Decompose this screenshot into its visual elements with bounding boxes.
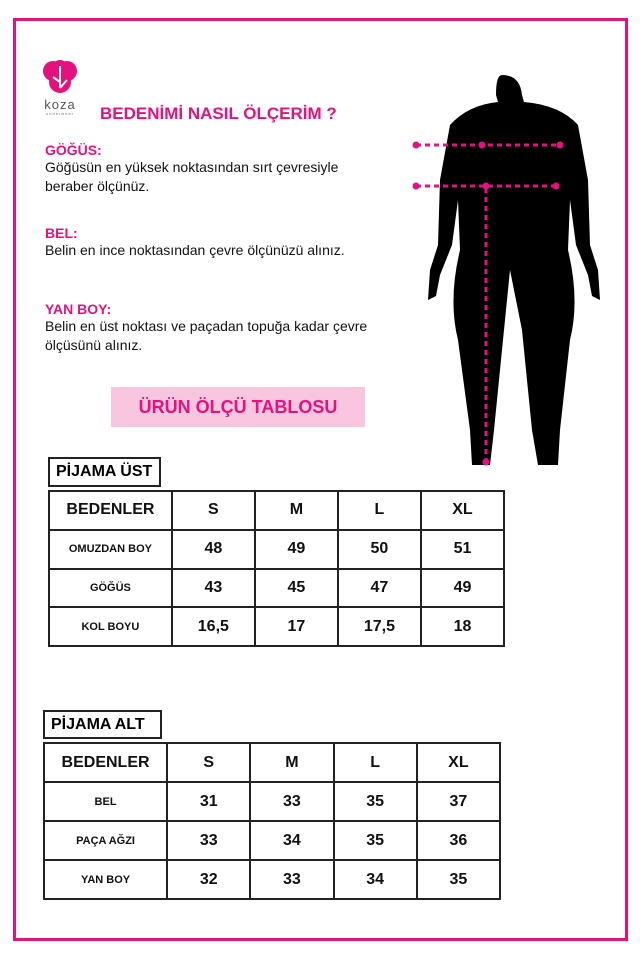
value-cell: 34 [249, 820, 335, 861]
table-row: GÖĞÜS 43 45 47 49 [48, 567, 506, 609]
size-table-top: BEDENLER S M L XL OMUZDAN BOY 48 49 50 51 GÖĞÜS 43 4… [48, 490, 506, 647]
value-cell: 31 [166, 781, 252, 822]
value-cell: 17,5 [336, 606, 422, 647]
section-heading: GÖĞÜS: [45, 142, 102, 158]
value-cell: 18 [419, 606, 506, 647]
value-cell: 50 [336, 528, 422, 570]
row-label: OMUZDAN BOY [48, 528, 173, 570]
section-gogus: GÖĞÜS: Göğüsün en yüksek noktasından sır… [45, 142, 385, 196]
value-cell: 34 [332, 859, 418, 900]
body-silhouette [412, 75, 600, 466]
value-cell: 49 [419, 567, 506, 609]
table-row: BEL 31 33 35 37 [42, 781, 502, 822]
value-cell: 47 [336, 567, 422, 609]
page-border [13, 18, 628, 941]
section-bel: BEL: Belin en ince noktasından çevre ölç… [45, 225, 385, 260]
value-cell: 35 [332, 781, 418, 822]
table-label-bottom: PİJAMA ALT [43, 710, 162, 739]
value-cell: 17 [253, 606, 339, 647]
logo-tagline: underwear [46, 111, 74, 116]
value-cell: 49 [253, 528, 339, 570]
header-cell: XL [415, 742, 502, 783]
value-cell: 51 [419, 528, 506, 570]
header-cell: S [166, 742, 252, 783]
koza-logo: koza underwear [40, 58, 80, 116]
value-cell: 35 [332, 820, 418, 861]
section-text: Göğüsün en yüksek noktasından sırt çevre… [45, 159, 339, 194]
header-cell: M [253, 490, 339, 531]
table-label-top: PİJAMA ÜST [48, 457, 161, 487]
table-row: YAN BOY 32 33 34 35 [42, 859, 502, 900]
table-row: PAÇA AĞZI 33 34 35 36 [42, 820, 502, 861]
value-cell: 36 [415, 820, 502, 861]
header-cell: M [249, 742, 335, 783]
header-cell: L [336, 490, 422, 531]
size-table-banner: ÜRÜN ÖLÇÜ TABLOSU [111, 387, 365, 427]
value-cell: 45 [253, 567, 339, 609]
value-cell: 32 [166, 859, 252, 900]
cotton-flower-icon [43, 60, 77, 93]
logo-name: koza [44, 97, 76, 112]
header-cell: L [332, 742, 418, 783]
value-cell: 37 [415, 781, 502, 822]
table-row: OMUZDAN BOY 48 49 50 51 [48, 528, 506, 570]
header-cell: BEDENLER [42, 742, 169, 783]
size-table-bottom: BEDENLER S M L XL BEL 31 33 35 37 PAÇA AĞZI 33 34 35 3… [42, 742, 502, 900]
value-cell: 33 [166, 820, 252, 861]
row-label: GÖĞÜS [48, 567, 173, 609]
row-label: KOL BOYU [48, 606, 173, 647]
section-heading: YAN BOY: [45, 301, 112, 317]
header-cell: BEDENLER [48, 490, 173, 531]
row-label: YAN BOY [42, 859, 169, 900]
value-cell: 16,5 [170, 606, 256, 647]
header-cell: S [170, 490, 256, 531]
value-cell: 33 [249, 859, 335, 900]
section-heading: BEL: [45, 225, 78, 241]
table-row: KOL BOYU 16,5 17 17,5 18 [48, 606, 506, 647]
section-text: Belin en üst noktası ve paçadan topuğa k… [45, 318, 368, 353]
row-label: BEL [42, 781, 169, 822]
table-header-row: BEDENLER S M L XL [48, 490, 506, 531]
section-yan-boy: YAN BOY: Belin en üst noktası ve paçadan… [45, 301, 375, 355]
page-title: BEDENİMİ NASIL ÖLÇERİM ? [100, 104, 337, 123]
value-cell: 43 [170, 567, 256, 609]
table-header-row: BEDENLER S M L XL [42, 742, 502, 783]
value-cell: 48 [170, 528, 256, 570]
value-cell: 35 [415, 859, 502, 900]
section-text: Belin en ince noktasından çevre ölçünüzü… [45, 242, 345, 258]
value-cell: 33 [249, 781, 335, 822]
row-label: PAÇA AĞZI [42, 820, 169, 861]
header-cell: XL [419, 490, 506, 531]
measure-lines [416, 143, 560, 460]
